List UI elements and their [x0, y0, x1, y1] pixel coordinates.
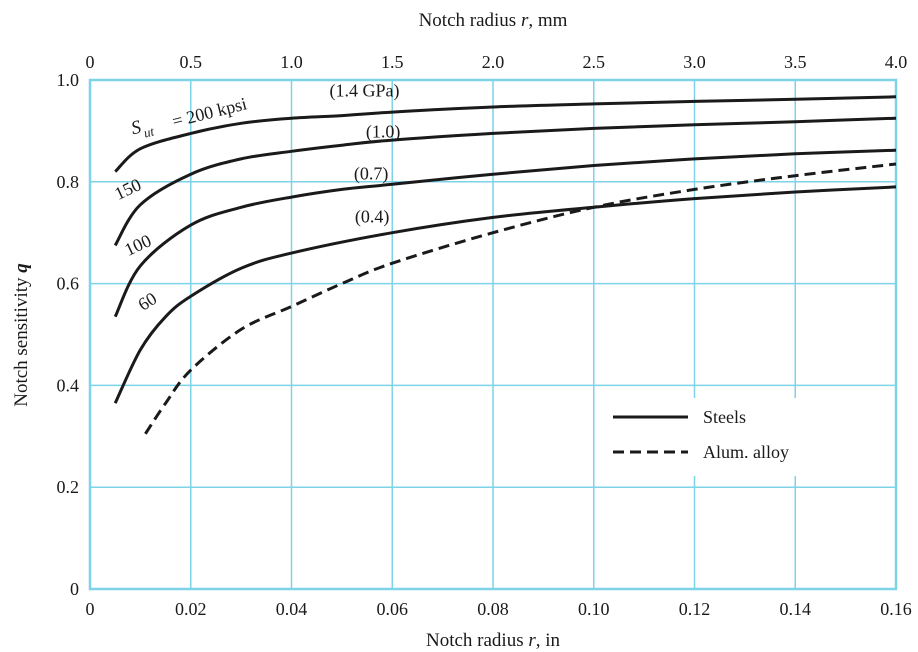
y-axis-title: Notch sensitivity q: [11, 263, 32, 407]
series-line-150: [113, 116, 897, 247]
legend-box: [600, 398, 832, 476]
x-tick-label: 0.12: [679, 599, 711, 619]
x2-tick-label: 0: [86, 52, 95, 72]
y-tick-label: 0.4: [57, 375, 80, 395]
x2-tick-label: 1.0: [280, 52, 303, 72]
y-tick-label: 0: [70, 579, 79, 599]
series-line-60: [113, 185, 897, 404]
x2-tick-label: 2.0: [482, 52, 505, 72]
x-tick-label: 0.14: [780, 599, 812, 619]
legend: Steels Alum. alloy: [600, 398, 832, 476]
y-tick-label: 0.2: [57, 477, 80, 497]
x-tick-label: 0.08: [477, 599, 509, 619]
series-line-100: [113, 148, 897, 318]
sut-symbol: Sut: [129, 117, 156, 141]
x-tick-label: 0.04: [276, 599, 308, 619]
curve-label: (0.4): [355, 207, 390, 228]
x-tick-label: 0.16: [880, 599, 912, 619]
x-tick-label: 0.06: [377, 599, 409, 619]
x-tick-label: 0: [86, 599, 95, 619]
x-axis-bottom-title: Notch radius r, in: [426, 630, 561, 651]
x2-tick-label: 2.5: [583, 52, 606, 72]
x-axis-top-title: Notch radius r, mm: [419, 10, 568, 31]
sut-subscript: ut: [142, 123, 156, 140]
curve-label: 150: [111, 174, 144, 204]
curve-label: (1.0): [366, 122, 401, 143]
series-group: [113, 95, 897, 435]
x-tick-label: 0.02: [175, 599, 207, 619]
x2-tick-label: 1.5: [381, 52, 404, 72]
curve-label: (0.7): [354, 163, 389, 184]
grid: [90, 80, 896, 589]
curve-label: (1.4 GPa): [330, 80, 400, 101]
y-tick-label: 0.8: [57, 172, 80, 192]
legend-alum-label: Alum. alloy: [703, 442, 789, 462]
series-line-200-kpsi: [114, 95, 897, 173]
axes: 0 0.02 0.04 0.06 0.08 0.10 0.12 0.14 0.16 0 0.2 0.4…: [57, 52, 912, 619]
series-line-alum-alloy: [144, 162, 897, 435]
x-tick-label: 0.10: [578, 599, 610, 619]
x2-tick-label: 3.0: [683, 52, 706, 72]
x2-tick-label: 3.5: [784, 52, 807, 72]
y-tick-label: 1.0: [57, 70, 80, 90]
plot-frame: [88, 78, 898, 591]
curve-label: 60: [134, 288, 160, 314]
x2-tick-label: 0.5: [180, 52, 203, 72]
y-tick-label: 0.6: [57, 274, 80, 294]
curve-label: = 200 kpsi: [170, 93, 249, 131]
x2-tick-label: 4.0: [885, 52, 908, 72]
legend-steels-label: Steels: [703, 407, 746, 427]
